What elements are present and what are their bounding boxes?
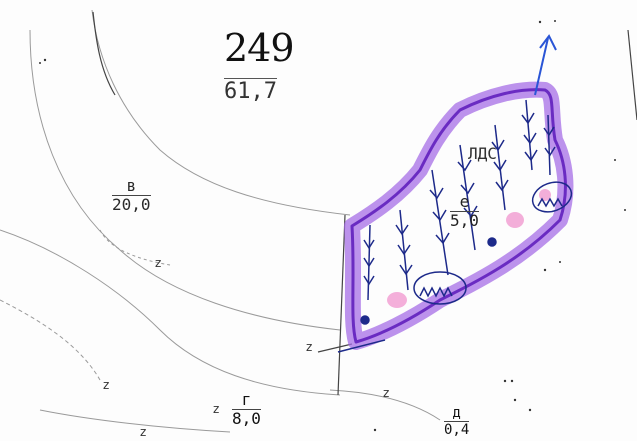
contour-line [29,29,341,331]
tree-symbol [457,144,478,251]
pink-blob [387,292,407,308]
tree-symbol [395,209,413,291]
tree-symbol [363,224,375,301]
tree-symbol [429,169,450,276]
boundary-line [92,11,116,96]
tree-symbols [337,99,573,353]
subparcel-letter: д [444,406,470,422]
pink-blob [506,212,524,228]
tree-symbol [521,99,538,171]
edge-mark: z [306,340,313,354]
subparcel-label-d: д 0,4 [444,406,470,438]
shrub-clump [531,181,573,213]
subparcel-letter: е [450,194,479,212]
edge-mark: z [383,386,390,400]
tree-symbol [543,114,556,176]
edge-mark: z [155,256,162,270]
boundary-line [317,343,353,353]
contour-line [91,9,351,216]
boundary-dot [487,237,497,247]
contour-line [39,409,231,433]
subparcel-value: 5,0 [450,211,479,230]
marked-area-label: ЛДС [468,144,497,163]
contour-line [0,229,341,396]
parcel-area: 61,7 [224,78,277,104]
subparcel-label-e: е 5,0 [450,194,479,229]
subparcel-value: 8,0 [232,409,261,428]
parcel-number: 249 [224,26,295,70]
shrub-clump [413,271,467,305]
contour-line [329,389,441,421]
subparcel-label-v: в 20,0 [112,178,151,213]
edge-mark: z [103,378,110,392]
subparcel-value: 0,4 [444,422,470,438]
tree-symbol [491,124,509,211]
contour-line [0,299,101,381]
contour-line [99,229,171,266]
north-arrow [534,34,557,96]
subparcel-value: 20,0 [112,195,151,214]
boundary-dot [360,315,370,325]
subparcel-letter: г [232,392,261,410]
subparcel-letter: в [112,178,151,196]
marked-area [344,81,574,350]
edge-mark: z [140,425,147,439]
boundary-line [627,29,637,121]
subparcel-label-g: г 8,0 [232,392,261,427]
edge-mark: z [213,402,220,416]
boundary-line [337,214,346,396]
